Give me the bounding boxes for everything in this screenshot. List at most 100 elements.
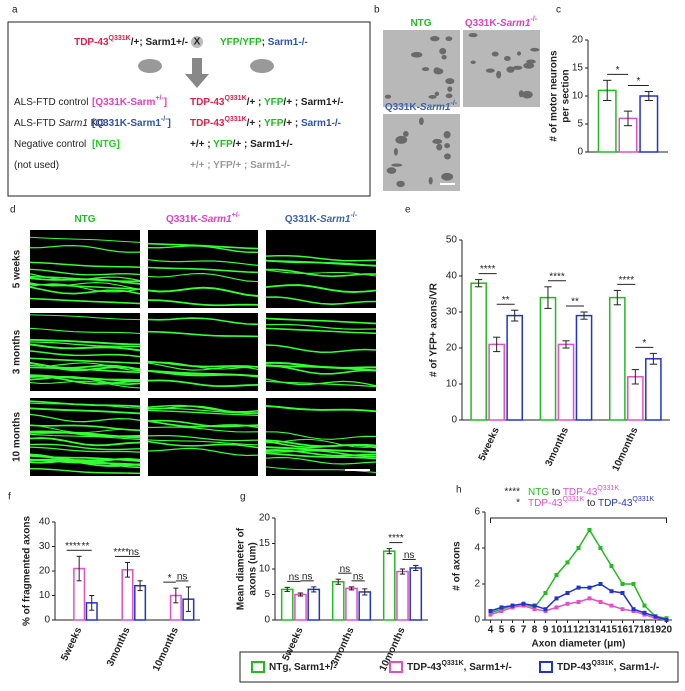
- cell: [468, 33, 478, 38]
- bar: [358, 591, 372, 621]
- cell: [444, 153, 451, 160]
- error-bar: [173, 587, 179, 604]
- mouse-icon: [250, 59, 274, 73]
- axon: [147, 266, 259, 274]
- error-bar: [475, 279, 483, 288]
- axon: [29, 314, 141, 321]
- micrograph: [30, 230, 140, 308]
- point: [631, 607, 636, 612]
- axon: [147, 434, 259, 442]
- axon: [29, 283, 141, 290]
- y-tick-label: 0: [44, 615, 50, 626]
- point: [598, 582, 603, 586]
- point: [565, 601, 570, 606]
- text-part: /+ ;: [283, 118, 301, 129]
- x-tick-label: 18: [639, 625, 651, 636]
- panel-letter: a: [12, 5, 18, 16]
- rich-text: TDP-43Q331K, Sarm1-/-: [557, 660, 659, 673]
- text-part: ;: [262, 37, 268, 48]
- axon: [147, 360, 259, 368]
- cell: [491, 51, 499, 57]
- error-bar: [623, 110, 633, 127]
- y-tick-label: 40: [446, 271, 458, 282]
- point: [499, 609, 504, 613]
- rich-text: NTG: [74, 214, 95, 225]
- axon: [266, 361, 376, 369]
- y-tick-label: 0: [451, 415, 457, 426]
- text-part: Q331K: [632, 496, 654, 503]
- row-label: 5 weeks: [12, 249, 23, 288]
- cross-circle: [191, 36, 203, 48]
- axon: [29, 362, 141, 372]
- cell: [445, 78, 455, 85]
- text-part: YFP: [264, 97, 284, 108]
- rich-text: +/+ ; YFP/+ ; Sarm1+/-: [190, 139, 293, 150]
- axon: [265, 323, 377, 330]
- point: [554, 573, 559, 577]
- y-axis-label: # of YFP+ axons/VR: [429, 282, 440, 377]
- sig-stars: ****: [504, 487, 520, 498]
- y-axis-label: per section: [561, 69, 572, 122]
- axon: [265, 259, 377, 267]
- axon: [147, 362, 259, 371]
- point: [598, 546, 603, 550]
- axon: [29, 375, 141, 383]
- point: [598, 600, 603, 604]
- text-part: YFP/YFP: [220, 37, 262, 48]
- axon: [29, 402, 141, 409]
- x-tick-label: 3months: [105, 625, 133, 668]
- sig-label: **: [571, 297, 579, 308]
- axon: [29, 261, 141, 269]
- y-tick-label: 5: [577, 119, 583, 130]
- cell: [421, 67, 430, 72]
- cell: [432, 138, 443, 145]
- point: [488, 609, 493, 613]
- point: [554, 605, 559, 610]
- sig-label: ns: [404, 550, 415, 561]
- cell: [526, 59, 536, 64]
- point: [499, 605, 504, 610]
- cell: [444, 143, 451, 149]
- text-part: Sarm1: [420, 102, 451, 113]
- axon: [147, 447, 259, 457]
- rich-text: Q331K-Sarm1+/-: [166, 212, 241, 225]
- bar: [645, 358, 662, 421]
- text-part: ]: [164, 97, 167, 108]
- bar: [608, 296, 626, 421]
- cell: [391, 163, 403, 167]
- error-bar: [124, 561, 131, 578]
- cell: [403, 131, 409, 137]
- axon: [29, 459, 141, 469]
- rich-text: YFP/YFP; Sarm1-/-: [220, 37, 308, 48]
- rich-text: [Q331K-Sarm+/-]: [92, 95, 167, 108]
- legend-swatch: [389, 661, 403, 673]
- x-tick-label: 15: [606, 625, 618, 636]
- x-tick-label: 5weeks: [281, 625, 306, 662]
- axon: [29, 380, 141, 389]
- bar: [294, 593, 307, 621]
- text-part: (not used): [14, 160, 59, 171]
- x-tick-label: 6: [510, 625, 516, 636]
- text-part: Q331K: [441, 660, 463, 667]
- axon: [265, 254, 377, 262]
- sig-bracket: [490, 517, 667, 523]
- axon: [29, 343, 141, 352]
- axon: [147, 272, 259, 283]
- text-part: -/-: [530, 16, 537, 23]
- y-tick-label: 20: [446, 343, 458, 354]
- rich-text: Q331K-Sarm1-/-: [385, 100, 458, 113]
- text-part: +/+ ; YFP/+ ; Sarm1-/-: [190, 160, 290, 171]
- sig-label: ****: [65, 541, 81, 552]
- cell: [436, 143, 443, 151]
- panel-letter: c: [556, 5, 561, 16]
- x-tick-label: 4: [488, 625, 494, 636]
- text-part: ALS-FTD control: [14, 97, 88, 108]
- axon: [265, 431, 377, 440]
- y-tick-label: 0: [474, 615, 480, 626]
- axon: [147, 420, 259, 429]
- error-bar: [284, 586, 290, 592]
- axon: [29, 407, 141, 415]
- bar: [280, 588, 294, 621]
- axon: [147, 440, 259, 449]
- micrograph: [148, 398, 258, 476]
